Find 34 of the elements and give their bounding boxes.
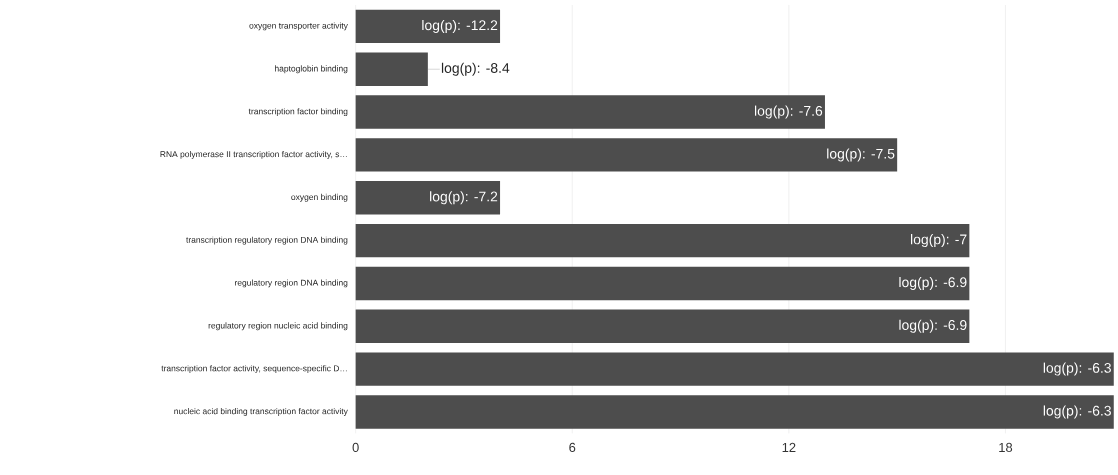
annotation: log(p): -6.9 (899, 319, 967, 333)
y-tick-label: oxygen transporter activity (249, 22, 348, 31)
annotation: log(p): -7.5 (827, 148, 895, 162)
y-tick-label: transcription regulatory region DNA binding (186, 236, 348, 245)
x-tick-label: 0 (352, 442, 359, 452)
x-tick-label: 6 (569, 442, 576, 452)
y-tick-label: RNA polymerase II transcription factor activity, s… (160, 150, 347, 159)
y-tick-label: transcription factor binding (248, 108, 348, 116)
bar (355, 395, 1114, 429)
x-tick-label: 12 (782, 442, 796, 452)
bar (355, 180, 501, 215)
y-tick-label: regulatory region nucleic acid binding (208, 322, 348, 331)
annotation: log(p): -6.3 (1043, 362, 1111, 376)
bar (355, 138, 898, 172)
annotation: log(p): -6.9 (899, 276, 967, 290)
x-tick-label: 18 (999, 442, 1013, 452)
y-tick-label: transcription factor activity, sequence-specific D… (161, 365, 347, 373)
y-tick-label: oxygen binding (291, 193, 348, 202)
y-tick-label: haptoglobin binding (275, 65, 348, 74)
annotation: log(p): -7.2 (430, 191, 498, 205)
annotation: log(p): -6.3 (1043, 405, 1111, 419)
bar (355, 266, 970, 301)
bar (355, 52, 428, 86)
annotation: log(p): -7 (911, 234, 967, 247)
y-tick-label: nucleic acid binding transcription factor activity (174, 407, 348, 416)
annotation: log(p): -12.2 (422, 19, 498, 33)
annotation: log(p): -8.4 (441, 62, 510, 76)
annotation: log(p): -7.6 (754, 105, 823, 119)
bar (355, 223, 970, 258)
bar (355, 95, 825, 129)
y-tick-label: regulatory region DNA binding (235, 279, 348, 288)
bar (355, 352, 1114, 386)
bar (355, 9, 501, 44)
bar (355, 309, 970, 343)
